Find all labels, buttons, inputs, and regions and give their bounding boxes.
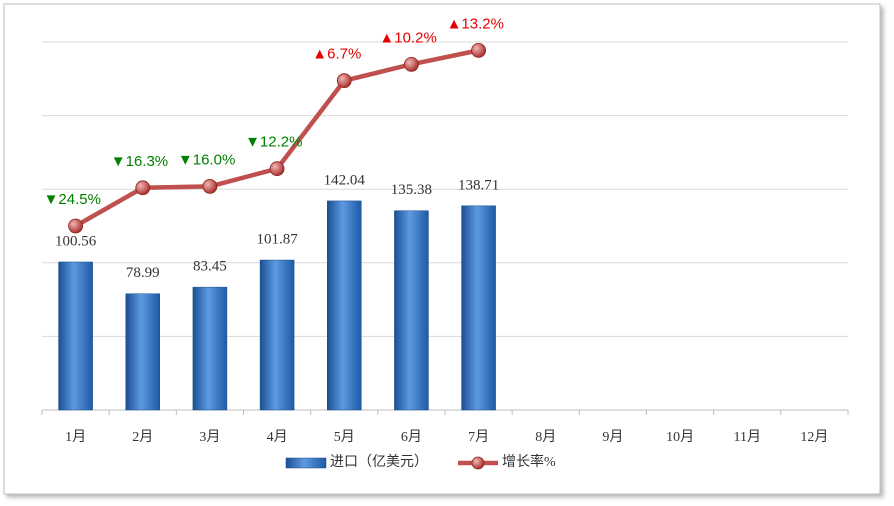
legend-label: 增长率% bbox=[502, 453, 556, 470]
rate-label: ▼12.2% bbox=[245, 134, 302, 151]
x-tick-label: 11月 bbox=[734, 429, 761, 445]
rate-label: ▼16.0% bbox=[178, 151, 235, 168]
bar bbox=[192, 286, 228, 411]
bar-value-label: 135.38 bbox=[391, 182, 432, 198]
legend-swatch-marker bbox=[471, 456, 485, 470]
bar-value-label: 83.45 bbox=[193, 259, 227, 275]
x-tick-label: 10月 bbox=[666, 429, 694, 445]
bar bbox=[327, 200, 362, 411]
rate-label: ▼24.5% bbox=[44, 191, 101, 208]
x-tick-label: 5月 bbox=[334, 429, 355, 445]
bar bbox=[125, 293, 160, 411]
bar-value-label: 101.87 bbox=[256, 231, 298, 247]
bar-value-label: 138.71 bbox=[458, 177, 499, 193]
legend-swatch bbox=[285, 457, 327, 469]
line-marker bbox=[471, 42, 486, 58]
rate-label: ▼16.3% bbox=[111, 153, 168, 170]
line-marker bbox=[68, 218, 83, 234]
x-tick-label: 4月 bbox=[267, 429, 288, 445]
rate-label: ▲13.2% bbox=[447, 15, 504, 32]
bar-value-label: 78.99 bbox=[126, 265, 160, 281]
bar-value-label: 100.56 bbox=[55, 233, 97, 249]
x-tick-label: 6月 bbox=[401, 429, 422, 445]
x-tick-label: 2月 bbox=[132, 429, 153, 445]
bar bbox=[461, 205, 496, 411]
bar bbox=[394, 210, 429, 411]
x-tick-label: 7月 bbox=[468, 429, 489, 445]
x-tick-label: 1月 bbox=[65, 429, 86, 445]
bar bbox=[259, 259, 295, 411]
frame bbox=[3, 3, 881, 495]
bar bbox=[58, 261, 93, 411]
bar-value-label: 142.04 bbox=[324, 172, 366, 188]
x-tick-label: 3月 bbox=[199, 429, 220, 445]
line-marker bbox=[135, 180, 151, 196]
line-marker bbox=[336, 73, 352, 89]
line-marker bbox=[269, 161, 285, 177]
rate-label: ▲6.7% bbox=[312, 46, 361, 63]
x-tick-label: 12月 bbox=[800, 429, 828, 445]
x-tick-label: 9月 bbox=[602, 429, 623, 445]
line-marker bbox=[404, 56, 419, 72]
x-tick-label: 8月 bbox=[535, 429, 556, 445]
legend-label: 进口（亿美元） bbox=[330, 454, 428, 470]
line-marker bbox=[202, 179, 218, 194]
rate-label: ▲10.2% bbox=[379, 29, 436, 46]
